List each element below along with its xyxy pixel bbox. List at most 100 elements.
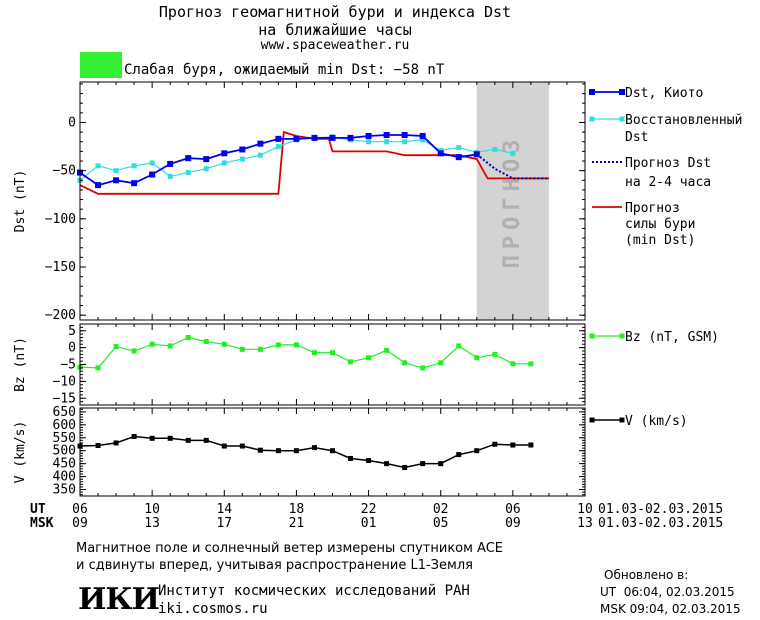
v-point [420,461,426,467]
y-axis-label: Dst (nT) [13,170,28,233]
v-point [293,448,299,454]
updated-ut: UT 06:04, 02.03.2015 [600,585,735,599]
msk-label: MSK [30,516,54,531]
restored-dst-point [203,166,209,172]
y-tick-label: 350 [53,483,76,498]
measurement-note-line1: Магнитное поле и солнечный ветер измерен… [76,541,504,556]
y-tick-label: 500 [53,444,76,459]
restored-dst-point [456,145,462,151]
y-tick-label: 0 [68,341,76,356]
dst-kyoto-point [95,182,102,189]
msk-tick-label: 13 [577,516,593,531]
bz-point [311,350,317,356]
forecast-band-label: ПРОГНОЗ [500,134,525,269]
dst-kyoto-point [365,132,372,139]
v-point [456,452,462,458]
v-point [275,448,281,454]
dst-kyoto-point [401,131,408,138]
v-point [384,461,390,467]
v-point [366,458,372,464]
msk-tick-label: 05 [432,516,449,531]
legend-forecast-label-2: на 2-4 часа [625,175,711,190]
y-axis-label: Bz (nT) [13,337,28,392]
dst-kyoto-point [473,151,480,158]
legend-restored-label-1: Восстановленный [625,113,742,128]
y-tick-label: 400 [53,470,76,485]
restored-dst-point [167,173,173,179]
restored-dst-point [131,163,137,169]
bz-point [402,360,408,366]
institute-url[interactable]: iki.cosmos.ru [158,601,268,617]
ut-tick-label: 10 [577,502,593,517]
restored-dst-point [95,163,101,169]
dst-kyoto-point [347,134,354,141]
legend-bz-label: Bz (nT, GSM) [625,330,719,345]
source-url[interactable]: www.spaceweather.ru [260,38,410,53]
y-tick-label: 0 [68,115,76,130]
v-point [221,443,227,449]
v-point [474,448,480,454]
storm-forecast-line [79,130,549,195]
dst-kyoto-point [419,132,426,139]
storm-status-text: Слабая буря, ожидаемый min Dst: −58 nT [124,62,445,78]
institute-name: Институт космических исследований РАН [158,583,470,599]
bz-point [275,342,281,348]
ut-tick-label: 10 [144,502,160,517]
dst-kyoto-point [437,150,444,157]
dst-kyoto-point [311,134,318,141]
legend-storm-label-2: силы бури [625,217,695,232]
storm-level-swatch [80,52,122,78]
bz-point [366,355,372,361]
y-tick-label: 450 [53,457,76,472]
dst-kyoto-line [79,134,477,187]
v-point [528,442,534,448]
dst-kyoto-point [203,156,210,163]
bz-point [474,355,480,361]
dst-kyoto-point [275,135,282,142]
bz-point [420,365,426,371]
ut-tick-label: 14 [216,502,233,517]
dst-kyoto-point [221,150,228,157]
restored-dst-point [420,137,426,143]
y-tick-label: −50 [53,164,76,179]
restored-dst-point [239,156,245,162]
bz-point [528,361,534,367]
legend-restored-marker [619,116,625,122]
legend-dst-kyoto-marker [619,89,625,95]
y-axis-label: V (km/s) [13,421,28,484]
v-point [330,448,335,454]
v-point [492,441,498,447]
v-point [95,443,101,449]
restored-dst-point [384,139,390,145]
bz-point [131,348,137,354]
y-tick-label: −100 [45,212,76,227]
restored-dst-point [149,160,155,166]
v-point [167,435,173,441]
msk-date-range: 01.03-02.03.2015 [598,516,724,531]
bz-point [203,339,209,345]
ut-tick-label: 06 [505,502,521,517]
panel-frame-1 [79,81,586,321]
restored-dst-point [366,139,372,145]
v-point [185,437,191,443]
v-point [149,435,155,441]
legend-restored-marker [589,116,595,122]
legend-v-marker [589,417,595,423]
legend-storm-label-1: Прогноз [625,201,680,216]
legend-dst-kyoto-marker [589,89,595,95]
y-tick-label: −15 [53,391,76,406]
v-point [113,440,119,446]
dst-kyoto-point [239,146,246,153]
y-tick-label: −5 [60,358,76,373]
restored-dst-point [275,144,281,150]
legend-restored-label-2: Dst [625,130,648,145]
dst-kyoto-point [167,160,174,167]
v-point [257,447,263,453]
v-point [510,442,516,448]
restored-dst-point [113,168,119,174]
ut-label: UT [30,502,46,517]
ut-tick-label: 06 [72,502,88,517]
y-tick-label: 600 [53,418,76,433]
v-point [203,437,209,443]
legend-bz-marker [619,333,625,339]
